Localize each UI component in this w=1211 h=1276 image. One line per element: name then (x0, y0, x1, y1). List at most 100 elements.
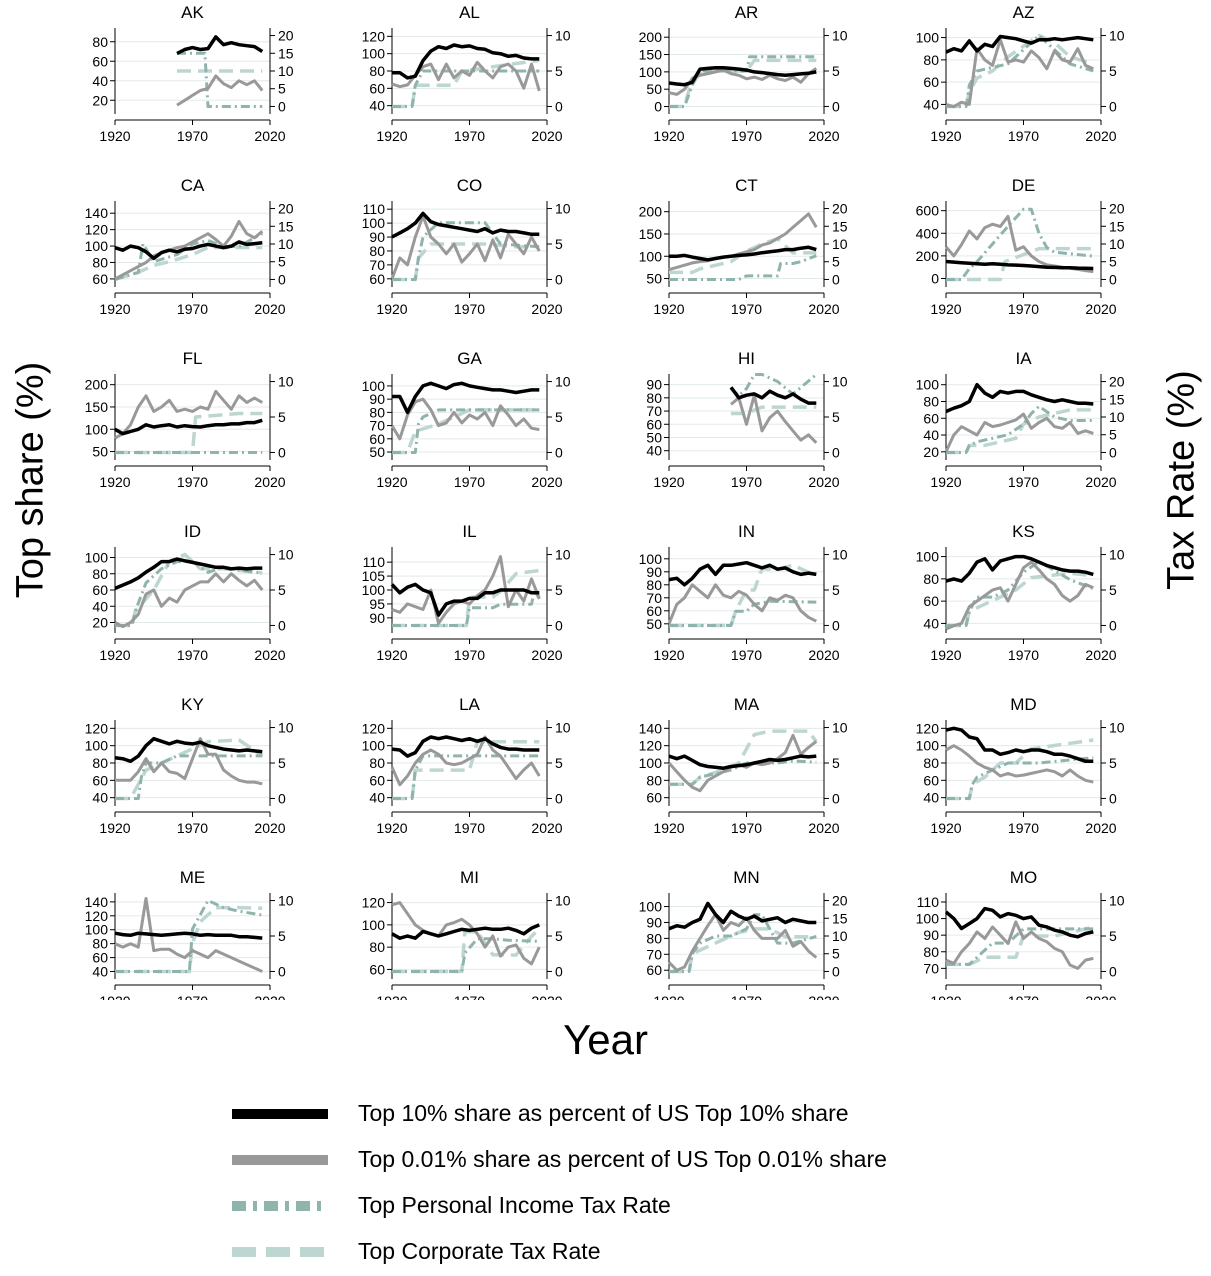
series-top10 (176, 35, 264, 56)
x-tick-label: 1970 (731, 128, 762, 144)
left-tick-label: 100 (85, 738, 109, 754)
x-tick-label: 2020 (254, 647, 285, 663)
x-tick-label: 2020 (531, 128, 562, 144)
x-tick-label: 1970 (731, 993, 762, 1000)
series-top001 (391, 555, 541, 625)
series-top10 (390, 582, 540, 617)
left-tick-label: 100 (362, 917, 386, 933)
x-tick-label: 2020 (808, 647, 839, 663)
left-tick-label: 100 (639, 64, 663, 80)
left-tick-label: 80 (923, 52, 939, 68)
series-top10 (392, 381, 540, 415)
x-tick-label: 2020 (1085, 301, 1116, 317)
left-tick-label: 140 (85, 894, 109, 910)
legend-label-top001: Top 0.01% share as percent of US Top 0.0… (358, 1146, 887, 1172)
left-tick-label: 60 (923, 593, 939, 609)
left-tick-label: 20 (92, 92, 108, 108)
left-tick-label: 70 (923, 960, 939, 976)
x-tick-label: 1970 (1008, 993, 1039, 1000)
left-tick-label: 200 (85, 377, 109, 393)
left-tick-label: 70 (369, 418, 385, 434)
x-tick-label: 1970 (177, 820, 208, 836)
right-tick-label: 0 (555, 444, 563, 460)
right-tick-label: 0 (832, 963, 840, 979)
left-tick-label: 110 (363, 554, 386, 570)
left-tick-label: 110 (917, 894, 940, 910)
left-tick-label: 60 (923, 74, 939, 90)
x-tick-label: 1920 (376, 993, 407, 1000)
right-axis-title: Tax Rate (%) (1157, 300, 1207, 660)
panel-title: GA (457, 349, 482, 368)
series-top001 (667, 913, 818, 972)
x-tick-label: 1920 (930, 993, 961, 1000)
legend-swatch-pit (232, 1201, 328, 1211)
left-tick-label: 80 (369, 404, 385, 420)
panel-title: MO (1010, 868, 1037, 887)
left-tick-label: 50 (646, 429, 662, 445)
left-tick-label: 100 (639, 899, 663, 915)
series-cit (115, 905, 263, 974)
right-tick-label: 5 (1109, 582, 1117, 598)
series-top10 (114, 418, 263, 436)
left-tick-label: 120 (639, 738, 663, 754)
panel-title: KY (181, 695, 204, 714)
series-top001 (115, 737, 263, 786)
legend-label-pit: Top Personal Income Tax Rate (358, 1192, 671, 1218)
series-pit (392, 408, 540, 454)
x-tick-label: 2020 (254, 993, 285, 1000)
right-tick-label: 10 (278, 720, 294, 736)
x-tick-label: 1920 (99, 128, 130, 144)
left-tick-label: 60 (646, 962, 662, 978)
series-cit (669, 729, 818, 787)
left-tick-label: 20 (92, 615, 108, 631)
left-tick-label: 60 (646, 603, 662, 619)
legend-swatch-cit (232, 1247, 328, 1257)
left-tick-label: 40 (92, 73, 108, 89)
right-tick-label: 10 (832, 928, 848, 944)
left-tick-label: 80 (923, 571, 939, 587)
right-tick-label: 10 (832, 547, 848, 563)
left-tick-label: 80 (369, 243, 385, 259)
x-tick-label: 2020 (1085, 128, 1116, 144)
series-top10 (945, 382, 1094, 414)
x-tick-label: 2020 (254, 474, 285, 490)
left-tick-label: 100 (916, 738, 940, 754)
series-pit (392, 754, 540, 800)
left-tick-label: 140 (85, 205, 109, 221)
x-tick-label: 2020 (531, 301, 562, 317)
right-tick-label: 20 (1109, 374, 1125, 390)
series-pit (946, 927, 1094, 966)
series-top001 (944, 412, 1094, 453)
right-tick-label: 20 (832, 201, 848, 217)
series-cit (669, 927, 817, 974)
panel-title: AZ (1013, 3, 1035, 22)
right-tick-label: 5 (832, 63, 840, 79)
right-tick-label: 0 (555, 790, 563, 806)
left-tick-label: 40 (92, 598, 108, 614)
x-tick-label: 1970 (1008, 301, 1039, 317)
right-tick-label: 0 (1109, 271, 1117, 287)
right-tick-label: 0 (278, 963, 286, 979)
x-tick-label: 1920 (99, 647, 130, 663)
left-tick-label: 40 (92, 964, 108, 980)
left-tick-label: 60 (369, 271, 385, 287)
panel-title: CA (181, 176, 205, 195)
left-tick-label: 100 (916, 30, 940, 46)
right-tick-label: 20 (832, 893, 848, 909)
left-tick-label: 80 (369, 63, 385, 79)
panel-title: CT (735, 176, 758, 195)
series-top001 (391, 901, 541, 966)
panel-title: MA (734, 695, 760, 714)
left-tick-label: 40 (92, 790, 108, 806)
panel-title: AK (181, 3, 204, 22)
left-tick-label: 80 (92, 254, 108, 270)
legend-swatch-top10 (232, 1109, 328, 1119)
left-tick-label: 200 (639, 29, 663, 45)
left-tick-label: 120 (85, 908, 109, 924)
x-tick-label: 1970 (177, 301, 208, 317)
x-tick-label: 1920 (99, 474, 130, 490)
